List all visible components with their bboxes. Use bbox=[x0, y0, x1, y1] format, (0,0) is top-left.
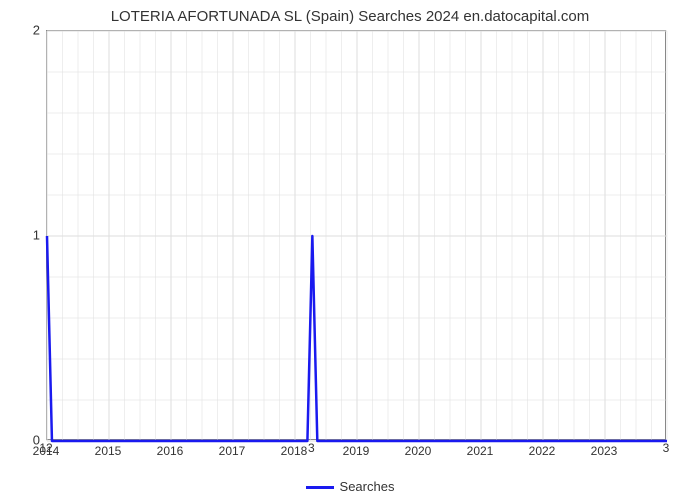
x-tick-label: 2021 bbox=[467, 444, 494, 458]
x-tick-label: 2018 bbox=[281, 444, 308, 458]
y-tick-label: 1 bbox=[33, 228, 40, 243]
x-tick-label: 2019 bbox=[343, 444, 370, 458]
x-tick-label: 2016 bbox=[157, 444, 184, 458]
chart-container: LOTERIA AFORTUNADA SL (Spain) Searches 2… bbox=[0, 0, 700, 500]
legend-swatch bbox=[306, 486, 334, 489]
legend-label: Searches bbox=[340, 479, 395, 494]
x-tick-label: 2022 bbox=[529, 444, 556, 458]
series-line bbox=[47, 31, 665, 439]
data-point-label: 12 bbox=[39, 441, 52, 455]
legend: Searches bbox=[0, 479, 700, 494]
x-tick-label: 2020 bbox=[405, 444, 432, 458]
data-point-label: 3 bbox=[663, 441, 670, 455]
data-point-label: 3 bbox=[308, 441, 315, 455]
x-tick-label: 2023 bbox=[591, 444, 618, 458]
y-tick-label: 2 bbox=[33, 23, 40, 38]
x-tick-label: 2017 bbox=[219, 444, 246, 458]
chart-title: LOTERIA AFORTUNADA SL (Spain) Searches 2… bbox=[0, 8, 700, 25]
plot-area bbox=[46, 30, 666, 440]
x-tick-label: 2015 bbox=[95, 444, 122, 458]
